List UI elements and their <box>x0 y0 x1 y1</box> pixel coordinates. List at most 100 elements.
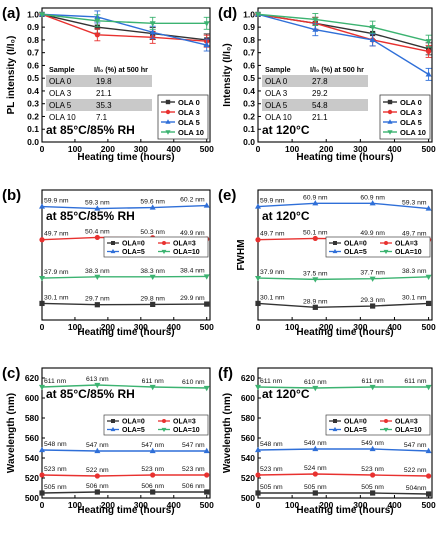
data-label: 49.7 nm <box>260 231 285 238</box>
table-cell: OLA 10 <box>49 113 76 122</box>
y-tick-label: 1.0 <box>27 9 39 19</box>
legend-marker-OLA3 <box>384 419 388 423</box>
data-point-OLA3 <box>425 473 432 479</box>
y-tick-label: 620 <box>25 373 39 383</box>
data-label: 610 nm <box>304 379 327 386</box>
series-line-OLA5 <box>257 202 429 210</box>
y-tick-label: 500 <box>241 493 255 503</box>
data-point-OLA0 <box>150 489 156 495</box>
data-point-OLA0 <box>425 300 432 307</box>
data-label: 29.9 nm <box>180 295 205 302</box>
series-line-OLA10 <box>41 13 207 25</box>
data-point-OLA0 <box>255 490 261 496</box>
data-label: 522 nm <box>404 467 427 474</box>
legend-entry: OLA 0 <box>400 98 422 107</box>
legend-entry: OLA=10 <box>395 249 422 256</box>
x-tick-label: 400 <box>387 322 401 332</box>
y-axis-label: PL intensity (I/I₀) <box>6 36 17 115</box>
data-label: 506 nm <box>182 483 205 490</box>
x-tick-label: 0 <box>40 500 45 510</box>
legend-marker-OLA5 <box>332 426 338 432</box>
legend-marker-OLA5 <box>387 119 393 124</box>
data-label: 505 nm <box>361 484 384 491</box>
series-line-OLA5 <box>41 13 207 46</box>
x-tick-label: 200 <box>101 144 115 154</box>
legend-box <box>103 236 209 258</box>
data-point-OLA5 <box>312 445 319 452</box>
y-tick-label: 0.7 <box>243 48 255 58</box>
y-tick-label: 0.2 <box>243 111 255 121</box>
legend-marker-OLA5 <box>110 426 116 432</box>
data-label: 50.3 nm <box>140 229 165 236</box>
condition-annotation: at 120°C <box>262 123 310 137</box>
condition-annotation: at 85°C/85% RH <box>46 123 135 137</box>
y-tick-label: 0.9 <box>243 22 255 32</box>
x-tick-label: 400 <box>167 500 181 510</box>
legend-marker-OLA0 <box>333 419 337 423</box>
data-point-OLA0 <box>94 302 100 308</box>
series-line-OLA5 <box>257 13 429 75</box>
data-point-OLA3 <box>39 237 45 243</box>
data-point-OLA5 <box>203 202 210 208</box>
table-header: Sample <box>49 65 75 74</box>
data-label: 505 nm <box>304 484 327 491</box>
panel-f-frame <box>257 367 433 499</box>
data-point-OLA3 <box>255 237 261 243</box>
table-row-shade <box>262 99 368 111</box>
data-point-OLA3 <box>312 471 318 477</box>
data-point-OLA0 <box>312 490 318 496</box>
y-tick-label: 520 <box>25 473 39 483</box>
data-label: 523 nm <box>44 466 67 473</box>
y-tick-label: 540 <box>241 453 255 463</box>
y-tick-label: 0.2 <box>27 111 39 121</box>
legend-box <box>325 414 431 436</box>
data-point-OLA5 <box>255 203 261 209</box>
panel-d: (d) 0 100 200 300 400 500 Heating time (hours) 0… <box>218 5 436 163</box>
panel-d-frame <box>257 7 433 143</box>
data-point-OLA3 <box>204 472 210 478</box>
data-point-OLA5 <box>255 446 261 453</box>
x-tick-label: 0 <box>256 144 261 154</box>
data-point-OLA0 <box>370 303 376 309</box>
y-axis-label: Intensity (I/I₀) <box>222 43 233 106</box>
data-label: 29.7 nm <box>85 296 110 303</box>
series-line-OLA0 <box>41 491 207 494</box>
data-point-OLA3 <box>425 48 432 54</box>
y-tick-label: 560 <box>241 433 255 443</box>
data-label: 37.9 nm <box>44 269 69 276</box>
y-tick-label: 0.3 <box>27 99 39 109</box>
x-tick-label: 500 <box>421 322 435 332</box>
data-label: 29.3 nm <box>360 297 385 304</box>
legend-entry: OLA=10 <box>173 427 200 434</box>
data-label: 59.6 nm <box>140 199 165 206</box>
x-tick-label: 0 <box>256 322 261 332</box>
data-label: 38.3 nm <box>402 268 427 275</box>
table-header: I/I₀ (%) at 500 hr <box>310 65 364 74</box>
x-tick-label: 100 <box>285 144 299 154</box>
data-point-OLA5 <box>369 36 376 42</box>
series-line-OLA10 <box>257 276 429 281</box>
data-label: 548 nm <box>260 441 283 448</box>
y-tick-label: 500 <box>25 493 39 503</box>
data-point-OLA3 <box>370 472 376 478</box>
table-cell: 21.1 <box>96 89 112 98</box>
table-row-shade <box>46 99 152 111</box>
data-point-OLA10 <box>149 274 156 280</box>
x-tick-label: 500 <box>200 144 214 154</box>
x-tick-label: 400 <box>167 144 181 154</box>
data-label: 30.1 nm <box>44 294 69 301</box>
table-cell: 21.1 <box>312 113 328 122</box>
legend-marker-OLA5 <box>110 248 116 254</box>
y-tick-label: 1.0 <box>243 9 255 19</box>
data-label: 37.9 nm <box>260 269 285 276</box>
data-label: 505 nm <box>44 484 67 491</box>
data-point-OLA5 <box>203 41 210 48</box>
table-header: Sample <box>265 65 291 74</box>
y-tick-label: 0.7 <box>27 48 39 58</box>
legend-marker-OLA0 <box>387 99 393 105</box>
data-point-OLA3 <box>312 235 318 242</box>
data-label: 59.9 nm <box>260 198 285 205</box>
data-label: 611 nm <box>260 378 283 385</box>
panel-e-letter: (e) <box>218 187 236 204</box>
x-tick-label: 300 <box>353 322 367 332</box>
